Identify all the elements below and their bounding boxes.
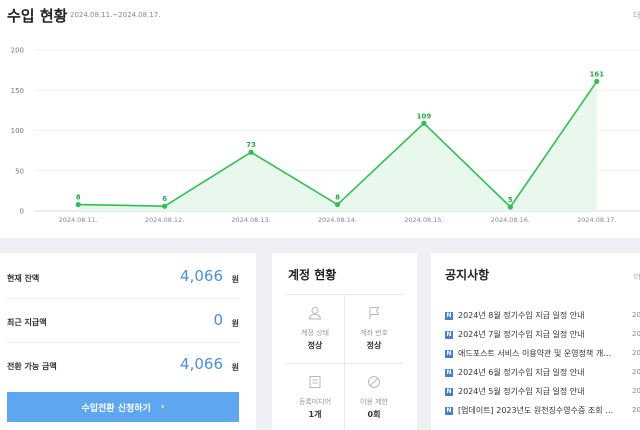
data-point (594, 78, 600, 84)
data-point (75, 201, 81, 208)
notice-item-date: 2024 (632, 406, 640, 414)
prohibited-icon (368, 376, 380, 388)
current-balance-value: 4,066 (180, 267, 223, 285)
usage-restriction-label: 이용 제한 (360, 398, 388, 406)
usage-restriction-cell: 이용 제한 0회 (345, 364, 403, 430)
recent-payment-unit: 원 (231, 319, 239, 328)
data-label: 8 (335, 194, 340, 202)
notice-item-title[interactable]: 2024년 6월 정기수입 지급 일정 안내 (458, 368, 585, 377)
data-label: 5 (508, 196, 513, 204)
notice-more-link[interactable]: 더 (634, 273, 640, 281)
x-tick-label: 2024.08.17. (577, 216, 616, 224)
bank-account-value: 정상 (366, 341, 382, 350)
chevron-right-icon: › (160, 402, 165, 412)
notice-item[interactable]: N 애드포스트 서비스 이용약관 및 운영정책 개정 안내 2024 (445, 348, 640, 362)
notice-item-date: 2024 (632, 349, 640, 357)
notice-item-title[interactable]: 애드포스트 서비스 이용약관 및 운영정책 개정 안내 (458, 349, 618, 358)
y-tick-label: 100 (11, 127, 24, 135)
new-badge-icon: N (445, 331, 453, 339)
notice-item-title[interactable]: 2024년 5월 정기수입 지급 일정 안내 (458, 387, 585, 396)
recent-payment-label: 최근 지급액 (7, 318, 47, 327)
registered-media-value: 1개 (308, 410, 322, 419)
account-state-value: 정상 (307, 341, 323, 350)
notice-item-title[interactable]: 2024년 8월 정기수입 지급 일정 안내 (458, 311, 585, 320)
x-tick-label: 2024.08.14. (318, 216, 357, 224)
new-badge-icon: N (445, 407, 453, 415)
data-point (507, 204, 513, 210)
data-point (421, 120, 427, 126)
x-tick-label: 2024.08.16. (491, 216, 530, 224)
more-link[interactable]: 더 (633, 11, 640, 20)
balance-row-current: 현재 잔액 4,066 원 (7, 256, 240, 299)
new-badge-icon: N (445, 369, 453, 377)
balance-row-recent: 최근 지급액 0 원 (7, 300, 240, 343)
notice-item-title[interactable]: [업데이트] 2023년도 원천징수영수증 조회 안내 (458, 406, 618, 415)
new-badge-icon: N (445, 312, 453, 320)
data-label: 109 (417, 112, 432, 120)
notice-item-date: 2024 (632, 311, 640, 319)
revenue-panel: 수입 현황 2024.08.11.~2024.08.17. 더 0 50 100 15… (0, 0, 640, 238)
y-tick-label: 0 (20, 208, 24, 216)
data-label: 6 (162, 195, 167, 203)
recent-payment-value: 0 (213, 311, 223, 329)
data-point (248, 149, 254, 155)
x-tick-label: 2024.08.13. (231, 216, 270, 224)
series-line (78, 80, 598, 209)
document-icon (309, 376, 321, 388)
convertible-amount-unit: 원 (231, 363, 239, 372)
notice-item[interactable]: N 2024년 7월 정기수입 지급 일정 안내 2024 (445, 329, 640, 343)
current-balance-label: 현재 잔액 (7, 274, 40, 283)
notice-panel: 공지사항 더 N 2024년 8월 정기수입 지급 일정 안내 2024 N 2… (431, 253, 640, 430)
account-state-label: 계정 상태 (301, 329, 329, 337)
account-status-panel: 계정 현황 계정 상태 정상 계좌 번호 정상 등록미디어 (272, 253, 417, 430)
notice-item[interactable]: N 2024년 5월 정기수입 지급 일정 안내 2024 (445, 386, 640, 400)
notice-item-date: 2024 (632, 387, 640, 395)
convert-revenue-button-label: 수입전환 신청하기 (81, 403, 151, 414)
notice-item[interactable]: N 2024년 6월 정기수입 지급 일정 안내 2024 (445, 367, 640, 381)
notice-item-date: 2024 (632, 330, 640, 338)
account-state-cell: 계정 상태 정상 (286, 295, 344, 363)
notice-item[interactable]: N 2024년 8월 정기수입 지급 일정 안내 2024 (445, 310, 640, 324)
data-point (162, 203, 168, 209)
data-label: 8 (76, 194, 81, 202)
convertible-amount-value: 4,066 (180, 355, 223, 373)
data-label: 161 (589, 70, 604, 78)
convertible-amount-label: 전환 가능 금액 (7, 362, 57, 371)
y-tick-label: 150 (11, 87, 24, 95)
registered-media-label: 등록미디어 (298, 398, 332, 406)
notice-item-date: 2024 (632, 368, 640, 376)
user-icon (308, 307, 322, 320)
bank-account-cell: 계좌 번호 정상 (345, 295, 403, 363)
notice-item[interactable]: N [업데이트] 2023년도 원천징수영수증 조회 안내 2024 (445, 405, 640, 419)
current-balance-unit: 원 (231, 275, 239, 284)
usage-restriction-value: 0회 (367, 410, 381, 419)
y-tick-label: 200 (11, 47, 24, 55)
account-status-grid: 계정 상태 정상 계좌 번호 정상 등록미디어 1개 이용 제한 (286, 294, 403, 430)
balance-panel: 현재 잔액 4,066 원 최근 지급액 0 원 전환 가능 금액 4,066 … (0, 253, 256, 430)
revenue-line-chart: 0 50 100 150 200 8 6 73 8 109 5 161 2024.08.11. 2024.… (11, 47, 640, 224)
new-badge-icon: N (445, 350, 453, 358)
y-tick-label: 50 (15, 167, 24, 175)
series-area (78, 81, 597, 211)
x-tick-label: 2024.08.11. (59, 216, 98, 224)
page-title: 수입 현황 (7, 7, 68, 25)
data-point (334, 201, 341, 208)
convert-revenue-button[interactable]: 수입전환 신청하기 › (7, 392, 239, 422)
account-status-title: 계정 현황 (288, 268, 337, 282)
notice-item-title[interactable]: 2024년 7월 정기수입 지급 일정 안내 (458, 330, 585, 339)
date-range: 2024.08.11.~2024.08.17. (70, 11, 161, 19)
new-badge-icon: N (445, 388, 453, 396)
x-tick-label: 2024.08.12. (145, 216, 184, 224)
bank-account-label: 계좌 번호 (360, 329, 388, 337)
notice-title: 공지사항 (445, 268, 490, 282)
data-label: 73 (246, 141, 256, 149)
x-tick-label: 2024.08.15. (404, 216, 443, 224)
flag-icon (369, 307, 380, 319)
balance-row-convertible: 전환 가능 금액 4,066 원 (7, 344, 240, 387)
registered-media-cell: 등록미디어 1개 (286, 364, 344, 430)
